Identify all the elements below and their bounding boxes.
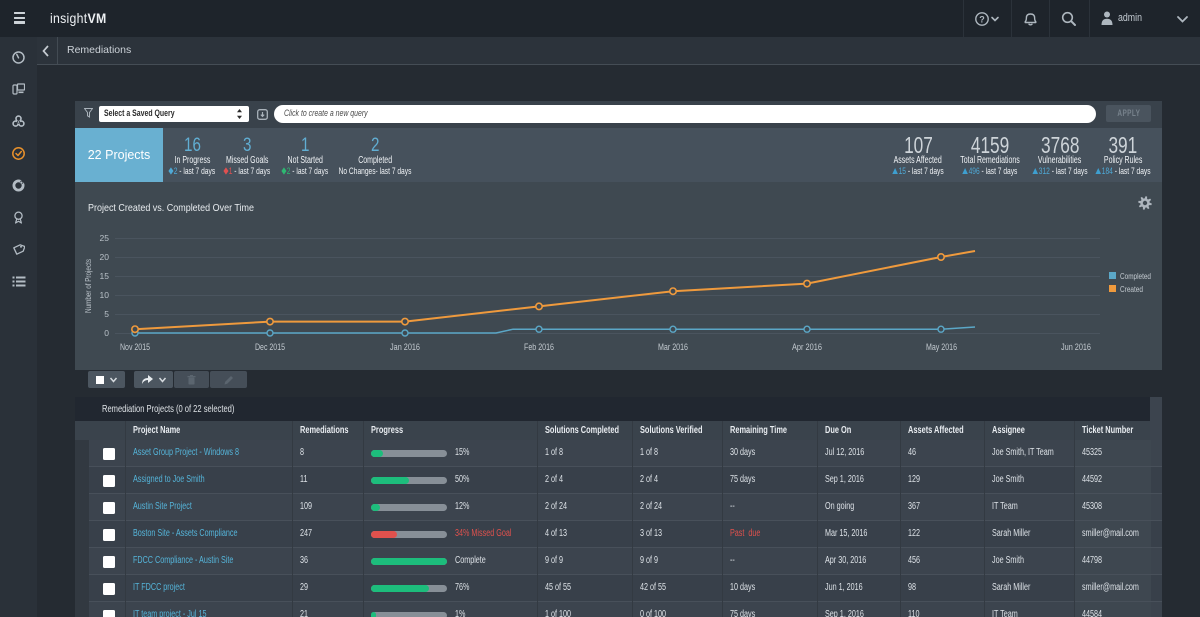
svg-text:15: 15 bbox=[100, 271, 110, 281]
svg-text:5: 5 bbox=[104, 309, 109, 319]
svg-text:Jun 2016: Jun 2016 bbox=[1061, 342, 1091, 352]
svg-text:Completed: Completed bbox=[1120, 271, 1151, 281]
svg-text:May 2016: May 2016 bbox=[926, 342, 957, 352]
svg-text:20: 20 bbox=[100, 252, 110, 262]
svg-text:Created: Created bbox=[1120, 284, 1143, 294]
svg-text:Jan 2016: Jan 2016 bbox=[390, 342, 420, 352]
svg-text:?: ? bbox=[979, 14, 985, 24]
svg-text:25: 25 bbox=[100, 233, 110, 243]
svg-text:10: 10 bbox=[100, 290, 110, 300]
svg-text:Apr 2016: Apr 2016 bbox=[792, 342, 822, 352]
svg-text:0: 0 bbox=[104, 328, 109, 338]
svg-text:Project Created vs. Completed: Project Created vs. Completed Over Time bbox=[88, 202, 254, 214]
svg-text:Mar 2016: Mar 2016 bbox=[658, 342, 688, 352]
svg-text:Feb 2016: Feb 2016 bbox=[524, 342, 554, 352]
svg-text:Number of Projects: Number of Projects bbox=[84, 259, 93, 313]
svg-text:Nov 2015: Nov 2015 bbox=[120, 342, 150, 352]
svg-text:Dec 2015: Dec 2015 bbox=[255, 342, 285, 352]
